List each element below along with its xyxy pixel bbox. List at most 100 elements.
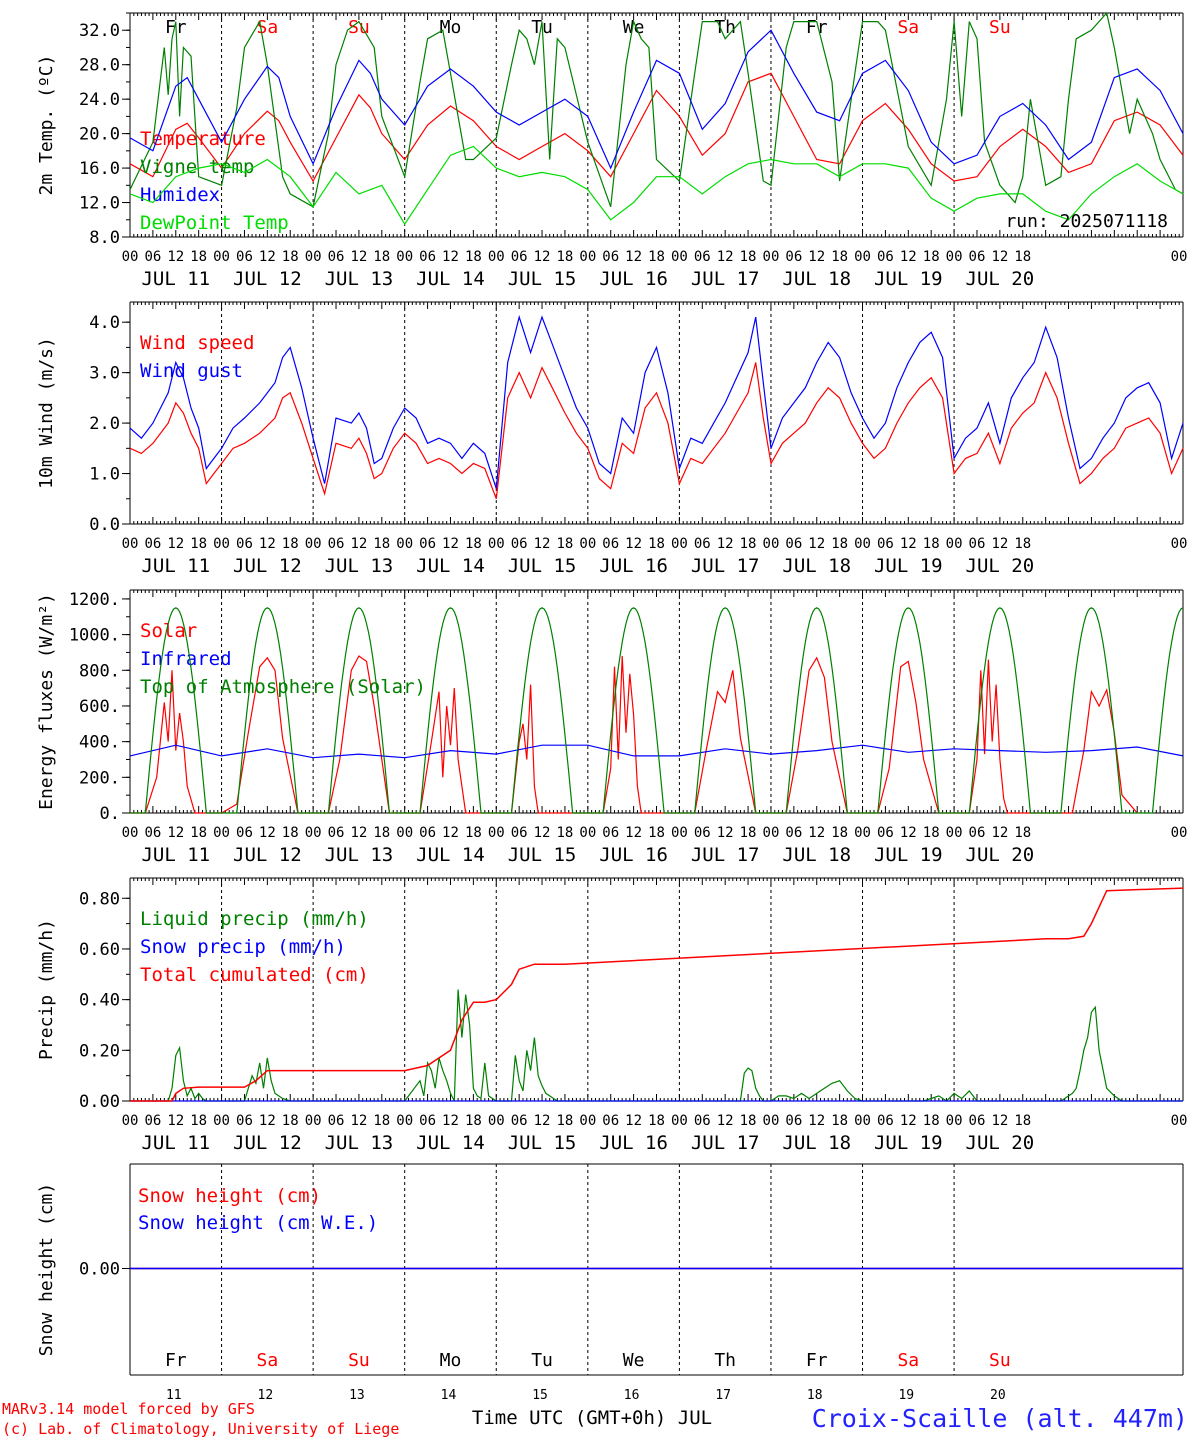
- x-hour-label: 18: [282, 249, 299, 265]
- y-axis-label: 2m Temp. (ºC): [36, 55, 57, 196]
- x-hour-label: 06: [694, 536, 711, 552]
- x-date-label: JUL 11: [141, 268, 210, 290]
- station-name: Croix-Scaille (alt. 447m): [812, 1404, 1188, 1433]
- x-hour-label: 18: [740, 536, 757, 552]
- y-tick-label: 4.0: [89, 313, 120, 333]
- x-hour-label: 12: [625, 1113, 642, 1129]
- x-date-label: JUL 13: [325, 555, 394, 577]
- x-hour-label: 18: [557, 249, 574, 265]
- x-hour-label: 06: [969, 249, 986, 265]
- x-hour-label: 18: [557, 536, 574, 552]
- x-hour-label: 12: [717, 825, 734, 841]
- y-tick-label: 1000.: [69, 626, 120, 646]
- legend-entry: Snow height (cm): [138, 1185, 321, 1207]
- x-hour-label: 06: [602, 1113, 619, 1129]
- y-tick-label: 0.: [100, 804, 120, 824]
- x-date-label: JUL 13: [325, 1132, 394, 1154]
- x-hour-label: 06: [694, 249, 711, 265]
- x-hour-label: 06: [144, 249, 161, 265]
- x-hour-label: 18: [831, 1113, 848, 1129]
- x-hour-label: 06: [602, 536, 619, 552]
- weekday-label: Sa: [897, 1350, 919, 1371]
- weekday-label: Su: [989, 1350, 1011, 1371]
- legend-entry: Snow height (cm W.E.): [138, 1212, 378, 1234]
- y-tick-label: 8.0: [89, 228, 120, 248]
- x-hour-label: 18: [465, 536, 482, 552]
- x-hour-label: 00: [305, 536, 322, 552]
- x-hour-label: 12: [442, 249, 459, 265]
- x-date-label: JUL 17: [691, 268, 760, 290]
- x-date-label: JUL 20: [966, 555, 1035, 577]
- x-hour-label: 12: [350, 249, 367, 265]
- x-date-label: JUL 20: [966, 844, 1035, 866]
- x-hour-label: 00: [122, 249, 139, 265]
- series-line-wind-gust: [129, 314, 1184, 489]
- x-hour-label: 12: [259, 249, 276, 265]
- x-hour-label: 12: [167, 249, 184, 265]
- x-hour-label: 00: [946, 249, 963, 265]
- y-tick-label: 0.60: [79, 940, 120, 960]
- x-date-label: JUL 20: [966, 268, 1035, 290]
- x-hour-label: 06: [236, 825, 253, 841]
- legend-entry: Wind gust: [140, 360, 243, 382]
- x-hour-label: 18: [648, 249, 665, 265]
- x-hour-label: 18: [373, 1113, 390, 1129]
- x-hour-label: 12: [167, 1113, 184, 1129]
- weekday-label: Th: [714, 1350, 736, 1371]
- legend-entry: DewPoint Temp: [140, 212, 289, 234]
- x-hour-label: 00: [946, 1113, 963, 1129]
- x-hour-label: 18: [648, 825, 665, 841]
- y-tick-label: 800.: [79, 661, 120, 681]
- x-date-label: JUL 13: [325, 844, 394, 866]
- y-tick-label: 1.0: [89, 465, 120, 485]
- x-hour-label: 12: [442, 536, 459, 552]
- weekday-label: Mo: [440, 1350, 462, 1371]
- x-hour-label: 00: [396, 536, 413, 552]
- x-hour-label: 18: [648, 1113, 665, 1129]
- x-date-label: JUL 14: [416, 555, 485, 577]
- x-hour-label: 18: [373, 825, 390, 841]
- chart-panel-3: 0. 200. 400. 600. 800. 1000. 1200. Energy fluxe…: [36, 589, 1188, 866]
- x-date-label: JUL 11: [141, 555, 210, 577]
- day-number-label: 12: [258, 1388, 274, 1403]
- x-hour-label: 06: [144, 536, 161, 552]
- x-hour-label: 06: [785, 249, 802, 265]
- x-date-label: JUL 19: [874, 555, 943, 577]
- x-hour-label: 00: [763, 249, 780, 265]
- x-hour-label: 12: [900, 249, 917, 265]
- x-hour-label: 12: [717, 249, 734, 265]
- x-date-label: JUL 16: [599, 844, 668, 866]
- x-hour-label: 00: [1171, 536, 1188, 552]
- y-tick-label: 0.0: [89, 515, 120, 535]
- weekday-label: Su: [348, 1350, 370, 1371]
- weekday-label: Sa: [257, 17, 279, 38]
- x-hour-label: 06: [328, 536, 345, 552]
- x-date-label: JUL 17: [691, 1132, 760, 1154]
- x-hour-label: 06: [694, 825, 711, 841]
- x-hour-label: 00: [763, 1113, 780, 1129]
- x-hour-label: 06: [328, 825, 345, 841]
- y-axis-label: Energy fluxes (W/m²): [36, 593, 57, 810]
- series-line-infrared: [129, 744, 1184, 759]
- weekday-label: Mo: [440, 17, 462, 38]
- x-date-label: JUL 12: [233, 555, 302, 577]
- x-hour-label: 00: [213, 1113, 230, 1129]
- x-hour-label: 12: [534, 249, 551, 265]
- x-hour-label: 12: [350, 536, 367, 552]
- x-hour-label: 18: [282, 825, 299, 841]
- x-hour-label: 00: [671, 1113, 688, 1129]
- model-credit-line1: MARv3.14 model forced by GFS: [2, 1400, 255, 1418]
- x-hour-label: 00: [213, 249, 230, 265]
- x-hour-label: 06: [236, 536, 253, 552]
- series-line-dewpoint-temp: [129, 145, 1184, 226]
- day-number-label: 19: [898, 1388, 914, 1403]
- x-hour-label: 06: [877, 536, 894, 552]
- y-tick-label: 20.0: [79, 125, 120, 145]
- x-hour-label: 00: [213, 536, 230, 552]
- x-hour-label: 12: [167, 825, 184, 841]
- x-hour-label: 00: [1171, 825, 1188, 841]
- y-tick-label: 28.0: [79, 56, 120, 76]
- series-line-liquid-precip-mm-h: [130, 989, 1183, 1102]
- x-hour-label: 12: [350, 825, 367, 841]
- x-date-label: JUL 19: [874, 268, 943, 290]
